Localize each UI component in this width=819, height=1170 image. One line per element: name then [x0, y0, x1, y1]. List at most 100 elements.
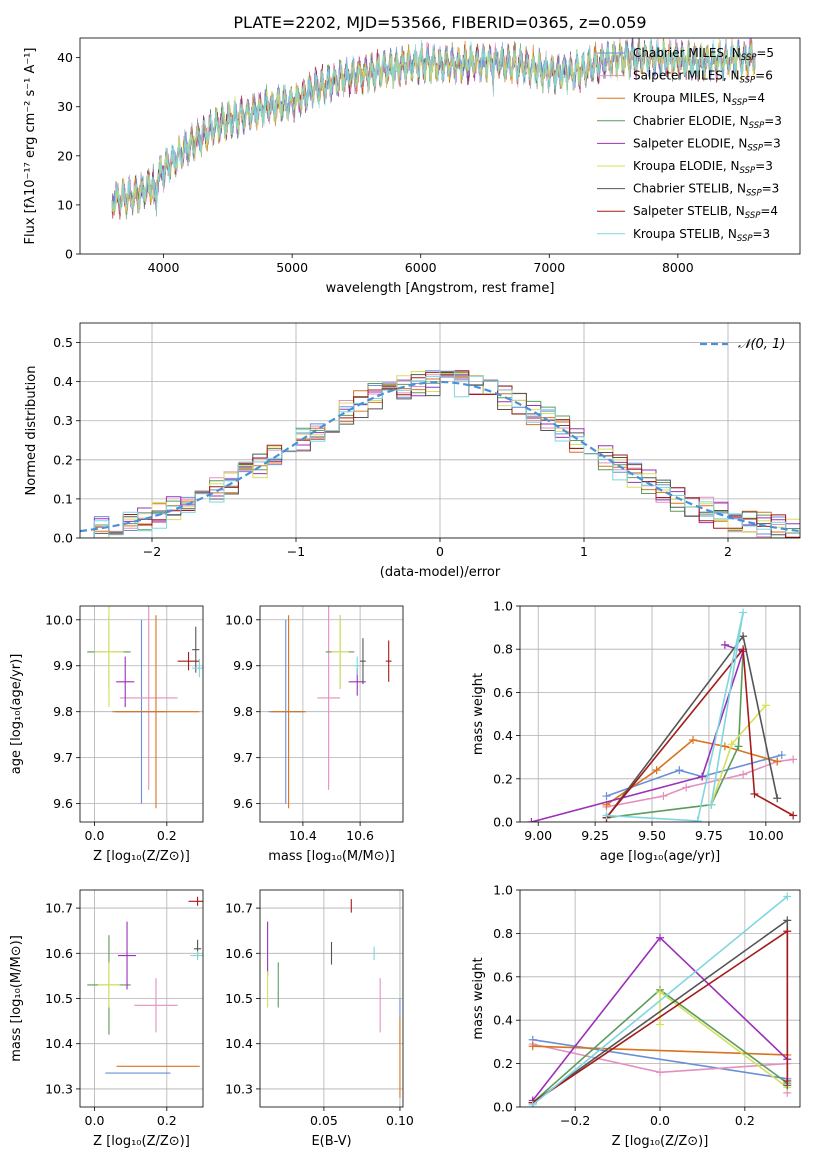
data-point-marker: [652, 766, 661, 775]
x-tick-label: 9.75: [695, 828, 723, 843]
data-point-marker: [720, 640, 729, 649]
mass-weight-line: [605, 647, 794, 819]
plot-area: [80, 606, 203, 822]
legend-subscript: SSP: [746, 189, 762, 199]
y-axis-label: mass weight: [471, 957, 486, 1039]
y-tick-label: 9.6: [53, 796, 73, 811]
data-point-marker: [527, 818, 536, 822]
y-tick-label: 9.7: [233, 750, 253, 765]
data-point-marker: [689, 735, 698, 744]
x-axis-label: Z [log₁₀(Z/Z⊙)]: [612, 1134, 709, 1149]
mass-weight-line: [606, 612, 744, 822]
data-point-marker: [602, 792, 611, 801]
x-tick-label: 10.4: [289, 828, 317, 843]
y-tick-label: 10.6: [45, 946, 73, 961]
x-tick-label: 0.0: [85, 828, 105, 843]
legend-label: Salpeter STELIB, N: [633, 204, 745, 218]
data-point-marker: [720, 742, 729, 751]
axes-frame: [519, 605, 801, 823]
x-axis-label: (data-model)/error: [380, 565, 501, 580]
data-point-marker: [783, 892, 792, 901]
legend-subscript: SSP: [749, 121, 765, 131]
y-tick-label: 10.6: [225, 946, 253, 961]
x-tick-label: 1: [580, 544, 588, 559]
legend-subscript: SSP: [732, 98, 748, 108]
legend-suffix: =3: [763, 136, 781, 150]
x-tick-label: 4000: [148, 260, 180, 275]
data-point-marker: [750, 789, 759, 798]
data-point-marker: [789, 811, 798, 820]
y-tick-label: 0.3: [53, 413, 73, 428]
x-tick-label: 9.00: [524, 828, 552, 843]
legend-suffix: =6: [755, 69, 773, 83]
panel-mass_weight_vs_Z: −0.2 0.0 0.2 0.0 0.2 0.4 0.6 0.8 1.0 Z [log₁₀(Z/Z…: [471, 883, 801, 1149]
y-tick-label: 10.3: [225, 1081, 253, 1096]
legend-suffix: =5: [756, 46, 774, 60]
y-tick-label: 10.5: [225, 991, 253, 1006]
x-tick-label: 0.0: [650, 1113, 670, 1128]
y-tick-label: 10.7: [45, 901, 73, 916]
legend-entry: Kroupa ELODIE, NSSP=3: [633, 159, 773, 176]
mass-weight-line: [532, 1045, 788, 1056]
data-point-marker: [739, 645, 748, 654]
data-point-marker: [698, 772, 707, 781]
y-tick-label: 0.4: [493, 1013, 513, 1028]
plot-area: [520, 606, 800, 822]
x-tick-label: 0.10: [386, 1113, 414, 1128]
x-tick-label: 0.0: [85, 1113, 105, 1128]
y-axis-label: age [log₁₀(age/yr)]: [9, 654, 24, 775]
data-point-marker: [675, 766, 684, 775]
legend-suffix: =3: [764, 114, 782, 128]
y-tick-label: 1.0: [493, 883, 513, 898]
legend-label: Chabrier ELODIE, N: [633, 114, 749, 128]
data-point-marker: [739, 770, 748, 779]
legend-suffix: =3: [753, 227, 771, 241]
plot-area: [260, 890, 403, 1107]
data-point-marker: [783, 927, 792, 936]
y-tick-label: 0.6: [493, 969, 513, 984]
y-tick-label: 1.0: [493, 599, 513, 614]
y-tick-label: 10.4: [225, 1036, 253, 1051]
legend-entry: Chabrier STELIB, NSSP=3: [633, 182, 779, 199]
x-tick-label: 0.05: [310, 1113, 338, 1128]
x-tick-label: −0.2: [560, 1113, 590, 1128]
legend-subscript: SSP: [737, 234, 753, 244]
legend-entry: Salpeter MILES, NSSP=6: [633, 69, 773, 86]
legend-entry: Salpeter STELIB, NSSP=4: [633, 204, 778, 221]
data-point-marker: [777, 751, 786, 760]
mass-weight-line: [532, 895, 788, 1106]
panel-age_vs_Z: 0.0 0.2 9.6 9.7 9.8 9.9 10.0 Z [log₁₀(Z/Z⊙)] age…: [9, 605, 204, 864]
y-tick-label: 10.7: [225, 901, 253, 916]
y-axis-label: mass weight: [471, 673, 486, 755]
y-tick-label: 9.8: [53, 704, 73, 719]
histogram-series: [80, 370, 800, 538]
y-axis-label: mass [log₁₀(M/M⊙)]: [9, 935, 24, 1062]
x-tick-label: 9.50: [638, 828, 666, 843]
mass-weight-line: [531, 644, 745, 822]
legend-label: Kroupa MILES, N: [633, 91, 732, 105]
y-tick-label: 0: [65, 247, 73, 262]
x-tick-label: 5000: [276, 260, 308, 275]
panel-mass_vs_ebv: 0.05 0.10 10.3 10.4 10.5 10.6 10.7 E(B-V): [225, 889, 414, 1149]
x-tick-label: −2: [143, 544, 161, 559]
legend-label: Salpeter ELODIE, N: [633, 136, 747, 150]
data-point-marker: [656, 1020, 664, 1029]
plot-area: [80, 323, 800, 538]
legend-subscript: SSP: [747, 143, 763, 153]
legend-subscript: SSP: [740, 76, 756, 86]
data-point-marker: [528, 1042, 537, 1051]
y-tick-label: 9.9: [233, 658, 253, 673]
axes-frame: [79, 37, 801, 255]
y-tick-label: 0.1: [53, 491, 73, 506]
plot-area: [520, 890, 800, 1107]
data-point-marker: [734, 742, 743, 751]
y-tick-label: 0.0: [493, 815, 513, 830]
legend-suffix: =3: [762, 182, 780, 196]
x-tick-label: 10.00: [748, 828, 784, 843]
data-point-marker: [707, 800, 716, 809]
y-tick-label: 10: [57, 197, 73, 212]
y-tick-label: 0.2: [53, 452, 73, 467]
y-tick-label: 0.8: [493, 642, 513, 657]
